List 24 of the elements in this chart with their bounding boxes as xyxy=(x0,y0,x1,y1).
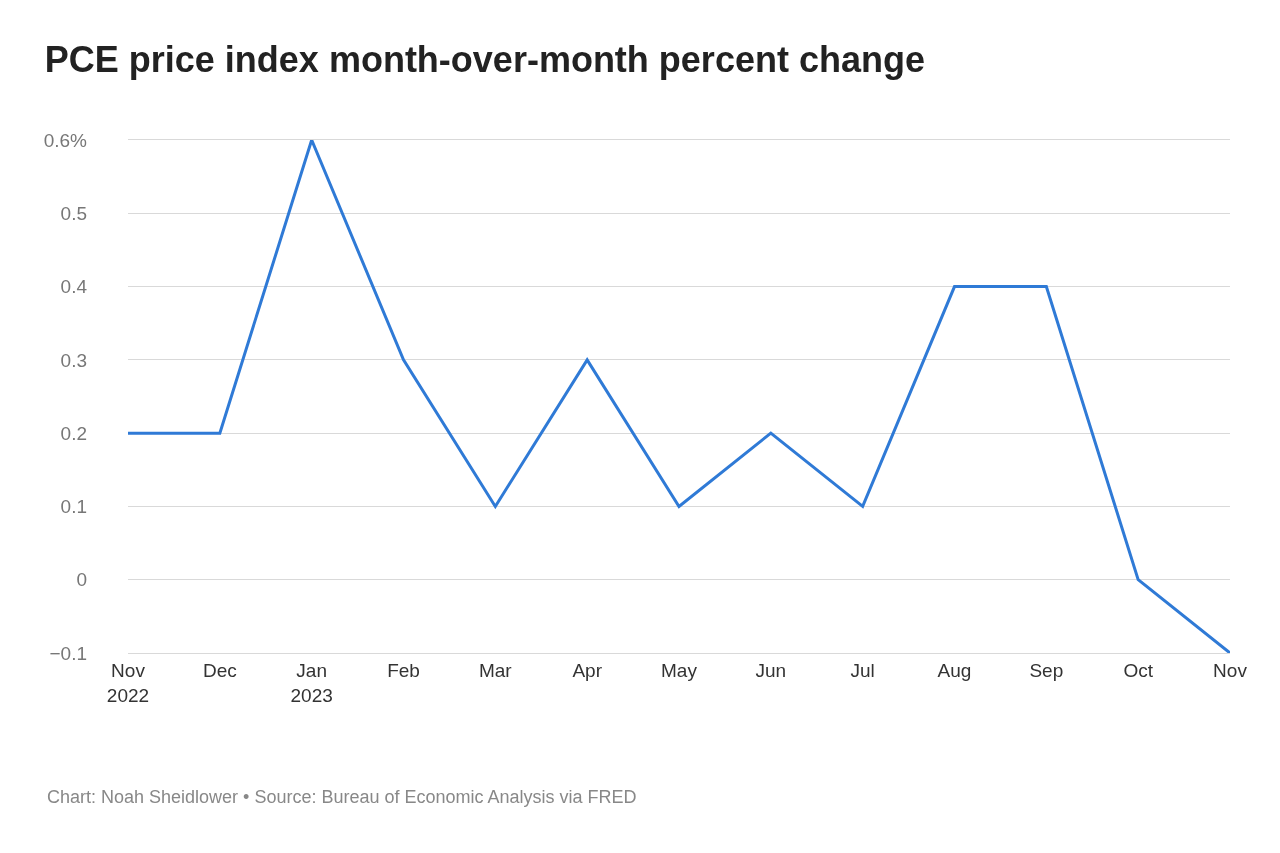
text: Chart: Noah Sheidlower • Source: Bureau of Economic Analysis via FRED xyxy=(47,787,637,807)
x-tick-label: Aug xyxy=(937,659,972,681)
x-tick-label: Feb xyxy=(387,659,420,681)
y-tick-label: −0.1 xyxy=(49,642,87,664)
y-tick-label: 0.4 xyxy=(60,276,88,298)
line-series xyxy=(128,140,1230,653)
x-tick-label: May xyxy=(661,659,698,681)
y-tick-label: 0 xyxy=(76,569,87,591)
x-tick-label: Jun xyxy=(755,659,787,681)
x-tick-label: Nov 2022 xyxy=(106,659,150,706)
y-tick-label: 0.3 xyxy=(60,349,87,371)
x-tick-label: Jul xyxy=(850,659,875,681)
x-tick-label: Jan 2023 xyxy=(290,659,333,706)
x-tick-label: Dec xyxy=(202,659,237,681)
y-tick-label: 0.2 xyxy=(60,422,87,444)
x-tick-label: Mar xyxy=(478,659,513,681)
x-tick-label: Oct xyxy=(1123,659,1154,681)
y-tick-label: 0.6% xyxy=(43,129,88,151)
chart-title: PCE price index month-over-month percent change xyxy=(44,39,925,81)
x-tick-label: Nov xyxy=(1213,659,1248,681)
x-tick-label: Sep xyxy=(1029,659,1064,681)
x-tick-label: Apr xyxy=(572,659,603,681)
y-tick-label: 0.5 xyxy=(60,202,87,224)
y-tick-label: 0.1 xyxy=(60,496,87,518)
